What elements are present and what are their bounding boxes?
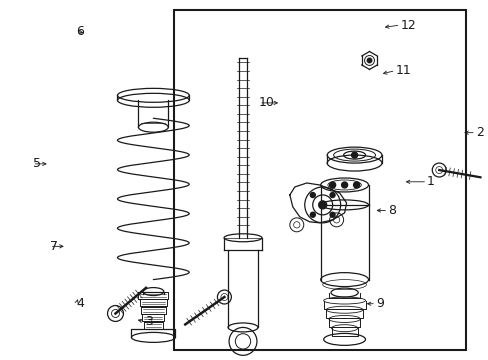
Text: 3: 3 (144, 315, 152, 328)
Text: 1: 1 (427, 175, 434, 188)
Text: 11: 11 (395, 64, 410, 77)
Text: 7: 7 (50, 240, 58, 253)
Text: 9: 9 (375, 297, 383, 310)
Circle shape (341, 182, 347, 188)
Text: 10: 10 (259, 96, 274, 109)
Circle shape (329, 182, 335, 188)
Text: 2: 2 (475, 126, 483, 139)
Circle shape (351, 152, 357, 158)
Text: 4: 4 (76, 297, 84, 310)
Circle shape (329, 212, 334, 217)
Circle shape (329, 193, 334, 198)
Text: 5: 5 (33, 157, 41, 170)
Circle shape (310, 212, 315, 217)
Circle shape (310, 193, 315, 198)
Circle shape (366, 58, 371, 63)
Circle shape (353, 182, 359, 188)
Text: 6: 6 (76, 25, 84, 38)
Circle shape (318, 201, 326, 209)
Bar (174, 10, 465, 350)
Text: 8: 8 (387, 204, 395, 217)
Text: 12: 12 (400, 19, 415, 32)
